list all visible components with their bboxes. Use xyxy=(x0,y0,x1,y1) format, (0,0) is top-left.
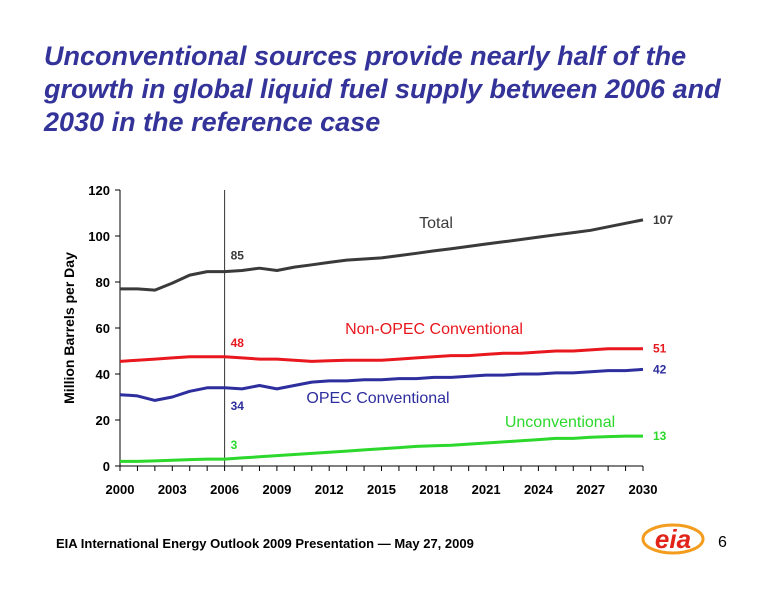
slide-title: Unconventional sources provide nearly ha… xyxy=(44,41,721,137)
series-line-unconventional xyxy=(120,434,643,463)
series-name-unconventional: Unconventional xyxy=(505,414,615,431)
data-label-non-opec-conventional: 51 xyxy=(653,342,667,356)
x-tick-label: 2018 xyxy=(419,482,448,497)
x-tick-label: 2006 xyxy=(210,482,239,497)
y-tick-label: 60 xyxy=(96,321,110,336)
y-tick-label: 100 xyxy=(88,229,110,244)
y-tick-label: 20 xyxy=(96,413,110,428)
logo-text: eia xyxy=(655,524,691,554)
y-tick-label: 80 xyxy=(96,275,110,290)
chart-container: 0 20 40 60 80 100 120 2000 2003 2006 2009 2012 2015 2… xyxy=(61,183,674,497)
data-label-opec-conventional: 34 xyxy=(231,399,245,413)
page-number: 6 xyxy=(718,534,727,551)
y-tick-label: 40 xyxy=(96,367,110,382)
x-tick-label: 2021 xyxy=(472,482,501,497)
chart-axes: 0 20 40 60 80 100 120 2000 2003 2006 2009 2012 2015 2… xyxy=(61,183,657,497)
eia-logo-graphic: eia xyxy=(641,523,705,555)
x-tick-label: 2000 xyxy=(106,482,135,497)
chart-labels: Total 85 107 Non-OPEC Conventional 48 51 OPEC … xyxy=(231,213,674,452)
series-line-non-opec-conventional xyxy=(119,347,643,363)
x-tick-label: 2030 xyxy=(629,482,658,497)
series-name-total: Total xyxy=(419,215,453,232)
series-name-opec-conventional: OPEC Conventional xyxy=(306,390,449,407)
x-tick-label: 2003 xyxy=(158,482,187,497)
x-tick-label: 2027 xyxy=(576,482,605,497)
series-name-non-opec-conventional: Non-OPEC Conventional xyxy=(345,321,523,338)
x-tick-label: 2009 xyxy=(262,482,291,497)
chart-series xyxy=(119,218,644,463)
x-tick-label: 2024 xyxy=(524,482,554,497)
data-label-non-opec-conventional: 48 xyxy=(231,336,245,350)
data-label-unconventional: 3 xyxy=(231,438,238,452)
slide-footer: EIA International Energy Outlook 2009 Pr… xyxy=(56,536,474,551)
data-label-total: 85 xyxy=(231,249,245,263)
data-label-opec-conventional: 42 xyxy=(653,362,667,376)
series-line-opec-conventional xyxy=(119,367,644,402)
series-line-total xyxy=(120,218,644,292)
data-label-total: 107 xyxy=(653,213,673,227)
y-tick-label: 0 xyxy=(103,459,110,474)
x-tick-label: 2012 xyxy=(315,482,344,497)
eia-logo: eia xyxy=(640,522,706,561)
y-tick-label: 120 xyxy=(88,183,110,198)
line-chart: 0 20 40 60 80 100 120 2000 2003 2006 2009 2012 2015 2… xyxy=(61,183,674,497)
data-label-unconventional: 13 xyxy=(653,429,667,443)
y-axis-title: Million Barrels per Day xyxy=(61,252,77,404)
x-tick-label: 2015 xyxy=(367,482,396,497)
